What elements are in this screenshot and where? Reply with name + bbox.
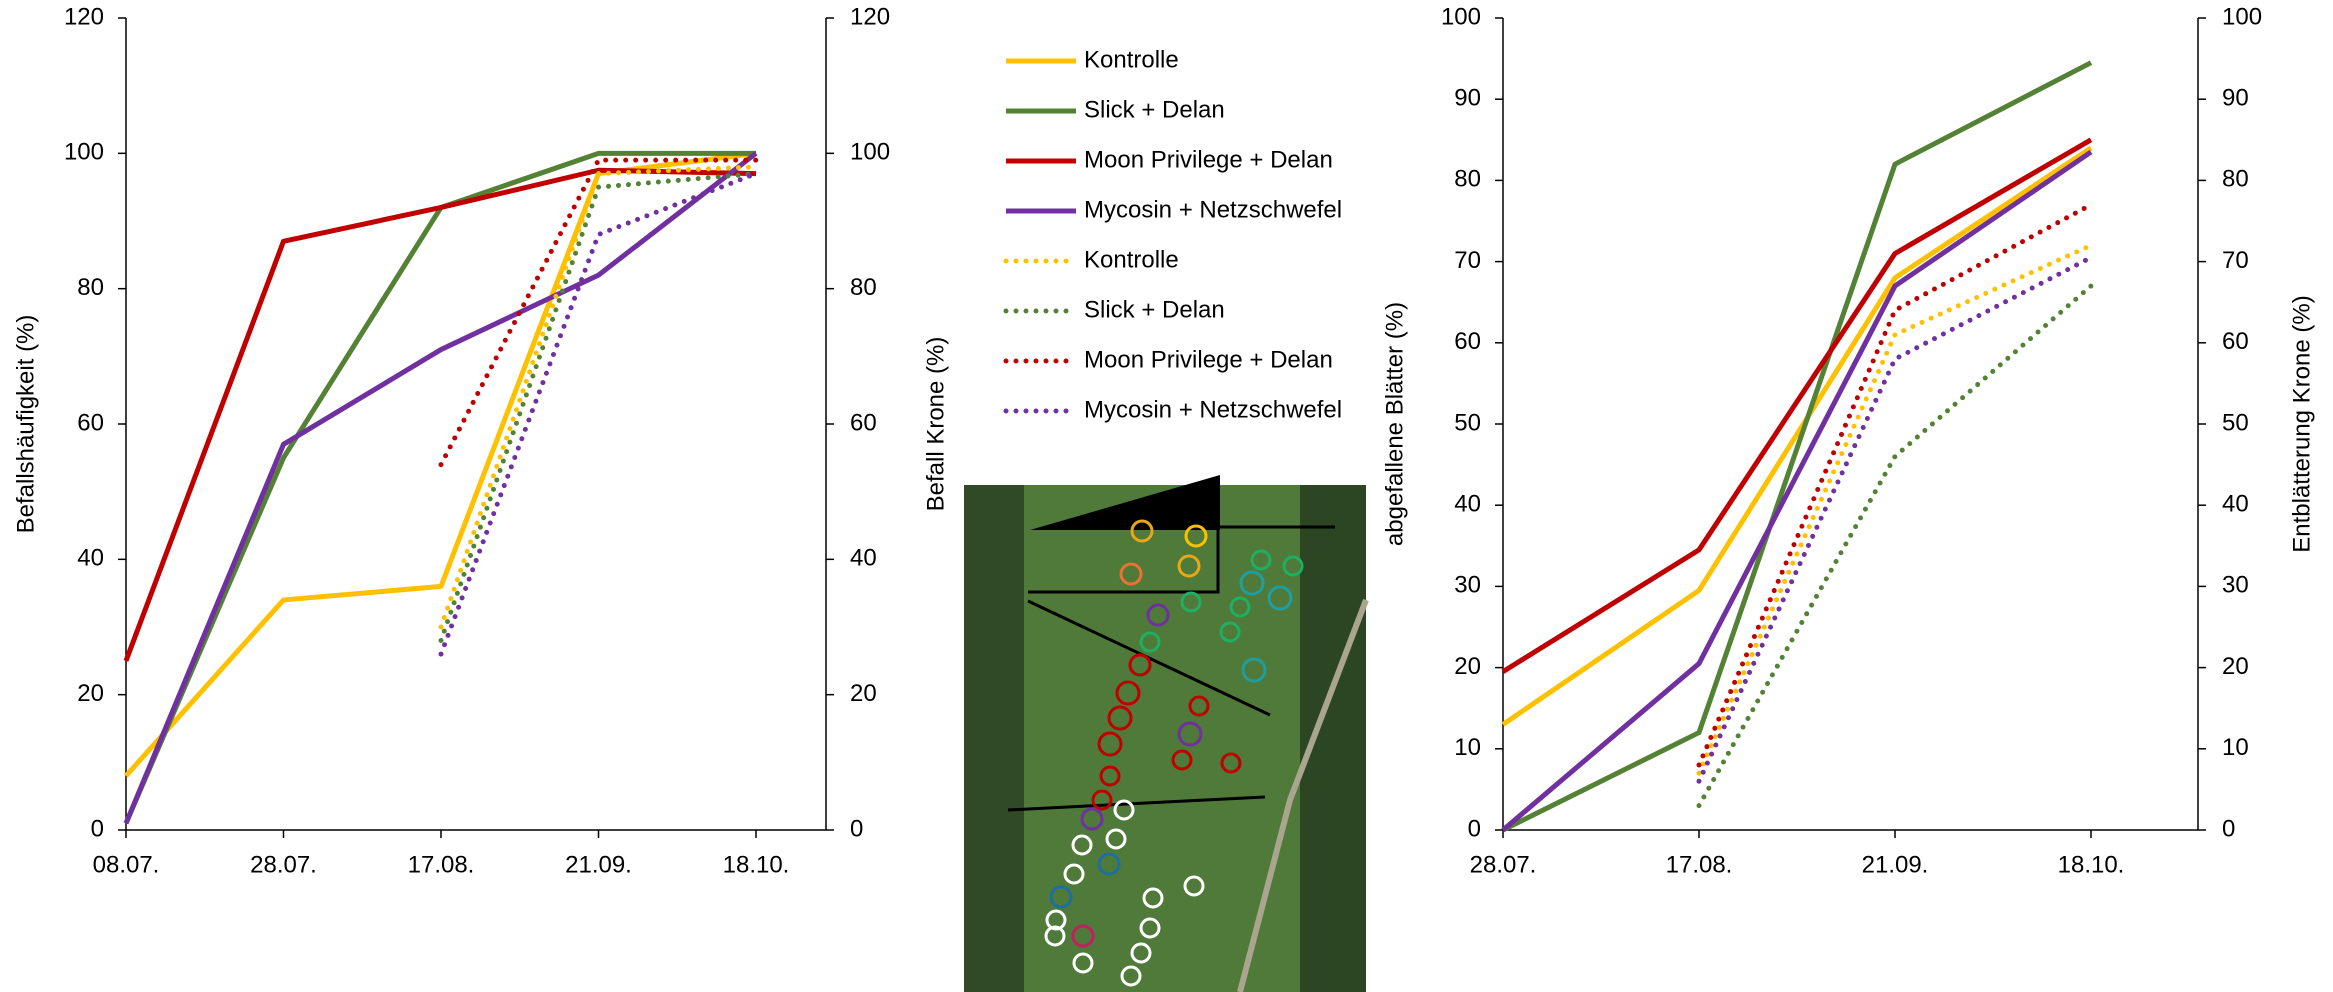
series-line	[123, 150, 756, 825]
y2-tick-label: 0	[850, 815, 863, 842]
y-tick-label: 10	[1454, 734, 1481, 761]
y2-tick-label: 100	[2222, 3, 2262, 30]
y-tick-label: 20	[77, 680, 104, 707]
series-line	[438, 164, 759, 630]
y-tick-label: 100	[64, 139, 104, 166]
y2-axis-title: Befall Krone (%)	[922, 337, 949, 512]
series-line	[1501, 149, 2093, 832]
x-tick-label: 21.09.	[1862, 851, 1929, 878]
y2-tick-label: 90	[2222, 85, 2249, 112]
legend-label: Moon Privilege + Delan	[1084, 346, 1333, 373]
y2-tick-label: 40	[850, 545, 877, 572]
y-tick-label: 120	[64, 3, 104, 30]
x-tick-label: 17.08.	[408, 851, 475, 878]
y-tick-label: 60	[77, 409, 104, 436]
x-tick-label: 28.07.	[1470, 851, 1537, 878]
y2-tick-label: 120	[850, 3, 890, 30]
y-tick-label: 30	[1454, 572, 1481, 599]
y2-tick-label: 80	[2222, 166, 2249, 193]
series-line	[438, 171, 759, 657]
y2-tick-label: 70	[2222, 247, 2249, 274]
aerial-photo	[964, 475, 1369, 992]
y-tick-label: 0	[1468, 815, 1481, 842]
y-tick-label: 80	[77, 274, 104, 301]
x-tick-label: 17.08.	[1666, 851, 1733, 878]
y-tick-label: 40	[77, 545, 104, 572]
y2-axis-title: Entblätterung Krone (%)	[2288, 295, 2315, 552]
x-tick-label: 18.10.	[723, 851, 790, 878]
y-tick-label: 100	[1441, 3, 1481, 30]
legend-label: Kontrolle	[1084, 46, 1179, 73]
series-line	[1696, 242, 2094, 776]
series-line	[123, 151, 758, 825]
y-tick-label: 20	[1454, 653, 1481, 680]
legend-label: Moon Privilege + Delan	[1084, 146, 1333, 173]
y-tick-label: 80	[1454, 166, 1481, 193]
y2-tick-label: 30	[2222, 572, 2249, 599]
series-line	[124, 150, 757, 778]
y2-tick-label: 0	[2222, 815, 2235, 842]
x-tick-label: 28.07.	[250, 851, 317, 878]
y-tick-label: 40	[1454, 491, 1481, 518]
y2-tick-label: 100	[850, 139, 890, 166]
series-line	[438, 157, 759, 468]
y-tick-label: 90	[1454, 85, 1481, 112]
series-line	[1696, 283, 2094, 809]
series-line	[438, 171, 759, 644]
series-line	[1501, 145, 2093, 727]
legend-label: Mycosin + Netzschwefel	[1084, 196, 1342, 223]
legend-label: Kontrolle	[1084, 246, 1179, 273]
x-tick-label: 21.09.	[565, 851, 632, 878]
y2-tick-label: 10	[2222, 734, 2249, 761]
y2-tick-label: 50	[2222, 409, 2249, 436]
series-line	[1501, 60, 2093, 833]
legend-label: Mycosin + Netzschwefel	[1084, 396, 1342, 423]
x-tick-label: 18.10.	[2058, 851, 2125, 878]
y-axis-title: Befallshäufigkeit (%)	[12, 315, 39, 534]
y2-tick-label: 80	[850, 274, 877, 301]
y-tick-label: 60	[1454, 328, 1481, 355]
y2-tick-label: 20	[850, 680, 877, 707]
y2-tick-label: 40	[2222, 491, 2249, 518]
series-line	[1501, 137, 2093, 674]
y2-tick-label: 20	[2222, 653, 2249, 680]
y2-tick-label: 60	[850, 409, 877, 436]
y-axis-title: abgefallene Blätter (%)	[1381, 302, 1408, 546]
y-tick-label: 0	[91, 815, 104, 842]
y2-tick-label: 60	[2222, 328, 2249, 355]
y-tick-label: 70	[1454, 247, 1481, 274]
legend-label: Slick + Delan	[1084, 96, 1225, 123]
legend-label: Slick + Delan	[1084, 296, 1225, 323]
y-tick-label: 50	[1454, 409, 1481, 436]
x-tick-label: 08.07.	[93, 851, 160, 878]
legend: Kontrolle Slick + Delan Moon Privilege + D…	[1003, 46, 1342, 423]
